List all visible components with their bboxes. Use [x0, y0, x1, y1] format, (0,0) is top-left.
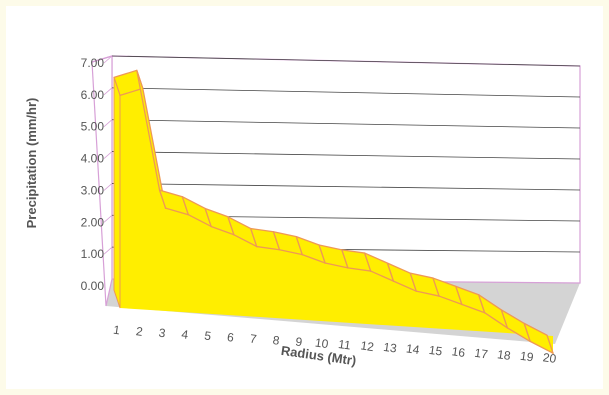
data-point	[506, 327, 509, 329]
x-tick-label: 6	[226, 330, 235, 345]
data-point	[415, 290, 418, 292]
x-tick-label: 14	[405, 341, 420, 357]
x-tick-label: 1	[112, 323, 121, 338]
y-tick-label: 7.00	[81, 56, 105, 70]
area-series	[113, 69, 554, 354]
x-tick-label: 11	[337, 337, 352, 353]
data-point	[255, 245, 258, 248]
data-point	[278, 248, 281, 251]
area-end-face	[113, 77, 121, 309]
y-tick-label: 0.00	[81, 279, 105, 293]
data-point	[233, 233, 235, 236]
data-point	[483, 311, 486, 314]
data-point	[301, 253, 304, 256]
side-gridline	[103, 246, 113, 255]
y-tick-label: 1.00	[81, 247, 105, 261]
data-point	[461, 303, 463, 306]
data-point	[369, 270, 372, 272]
side-gridline	[103, 151, 113, 159]
x-tick-label: 15	[428, 343, 443, 359]
x-tick-label: 18	[496, 347, 511, 363]
data-point	[164, 207, 167, 209]
y-tick-label: 3.00	[81, 183, 105, 197]
data-point	[347, 267, 349, 269]
data-point	[324, 262, 326, 264]
gridlines	[103, 55, 581, 255]
gridline	[111, 55, 581, 67]
x-tick-label: 4	[181, 327, 190, 342]
x-tick-label: 3	[158, 326, 167, 341]
data-point	[438, 295, 440, 297]
gridline	[111, 119, 581, 129]
y-axis-title: Precipitation (mm/hr)	[24, 98, 39, 229]
data-point	[392, 280, 395, 282]
gridline	[111, 87, 581, 98]
data-point	[210, 225, 212, 228]
x-tick-label: 10	[314, 335, 329, 351]
data-point	[529, 340, 532, 343]
data-point	[141, 87, 144, 90]
x-tick-label: 19	[519, 349, 534, 365]
side-gridline	[103, 87, 113, 96]
x-tick-label: 20	[542, 350, 557, 366]
x-tick-label: 13	[382, 340, 397, 356]
y-axis-ticks: 0.00 1.00 2.00 3.00 4.00 5.00 6.00 7.00	[81, 56, 105, 293]
gridline	[111, 183, 581, 191]
y-tick-label: 4.00	[81, 152, 105, 166]
x-tick-label: 17	[474, 346, 489, 362]
data-point	[187, 213, 190, 216]
x-tick-label: 8	[272, 333, 281, 348]
area-segment	[523, 322, 554, 354]
data-point	[119, 94, 121, 97]
area-front-face	[120, 88, 553, 354]
y-tick-label: 5.00	[81, 120, 105, 134]
x-tick-label: 12	[360, 338, 375, 354]
x-tick-label: 16	[451, 344, 466, 360]
x-tick-label: 7	[249, 331, 258, 346]
side-top-edge	[91, 55, 113, 63]
gridline	[111, 151, 581, 160]
side-gridline	[103, 214, 113, 223]
data-point	[552, 352, 554, 354]
y-tick-label: 2.00	[81, 215, 105, 229]
x-axis-ticks: 1 2 3 4 5 6 7 8 9 10 11 12 13 14 15 16 17 18 19 20	[112, 323, 557, 366]
y-tick-label: 6.00	[81, 88, 105, 102]
x-tick-label: 2	[135, 324, 144, 339]
x-tick-label: 9	[295, 334, 304, 349]
x-tick-label: 5	[203, 329, 212, 344]
side-gridline	[103, 55, 113, 64]
side-gridline	[103, 183, 113, 191]
side-gridline	[103, 119, 113, 128]
